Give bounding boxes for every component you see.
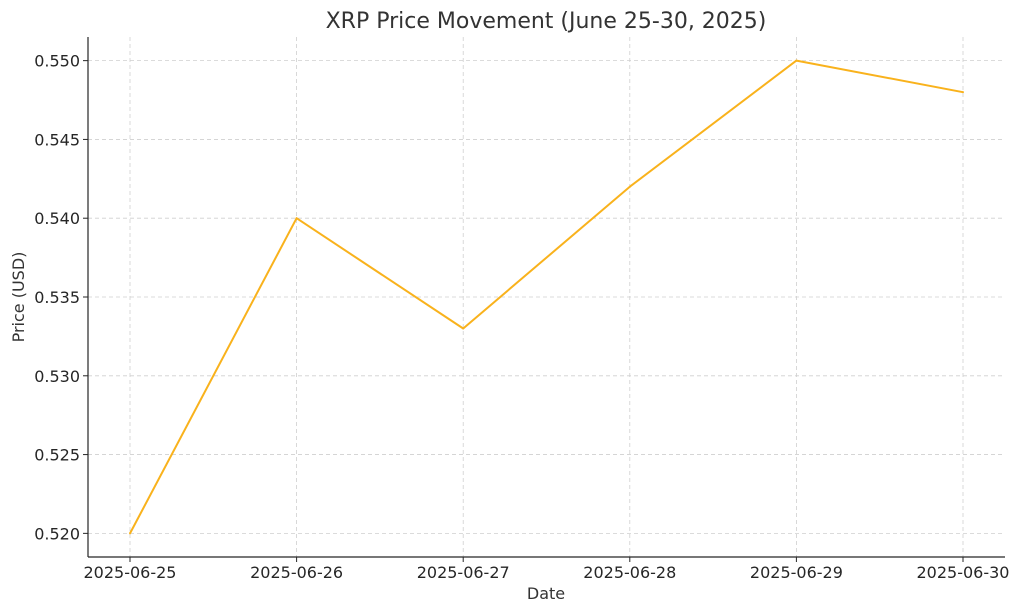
y-axis-label: Price (USD) bbox=[9, 252, 28, 343]
x-tick-label: 2025-06-26 bbox=[250, 563, 343, 582]
y-axis-ticks: 0.520 0.525 0.530 0.535 0.540 0.545 0.550 bbox=[34, 52, 88, 543]
series-layer bbox=[129, 59, 964, 535]
x-tick-label: 2025-06-29 bbox=[750, 563, 843, 582]
data-point bbox=[129, 532, 131, 535]
x-tick-label: 2025-06-25 bbox=[84, 563, 177, 582]
chart-title: XRP Price Movement (June 25-30, 2025) bbox=[326, 9, 767, 34]
y-tick-label: 0.535 bbox=[34, 288, 80, 307]
x-tick-label: 2025-06-30 bbox=[917, 563, 1010, 582]
y-tick-label: 0.525 bbox=[34, 446, 80, 465]
grid bbox=[88, 37, 1005, 557]
y-tick-label: 0.550 bbox=[34, 52, 80, 71]
data-point bbox=[795, 59, 798, 62]
data-point bbox=[462, 327, 465, 330]
data-point bbox=[962, 91, 964, 94]
y-tick-label: 0.530 bbox=[34, 367, 80, 386]
x-tick-label: 2025-06-28 bbox=[583, 563, 676, 582]
x-tick-label: 2025-06-27 bbox=[417, 563, 510, 582]
data-point bbox=[628, 185, 631, 188]
x-axis-ticks: 2025-06-25 2025-06-26 2025-06-27 2025-06-28… bbox=[84, 557, 1010, 582]
x-axis-label: Date bbox=[527, 584, 565, 603]
y-tick-label: 0.540 bbox=[34, 209, 80, 228]
y-tick-label: 0.520 bbox=[34, 524, 80, 543]
data-point bbox=[295, 217, 298, 220]
y-tick-label: 0.545 bbox=[34, 130, 80, 149]
price-series-line bbox=[129, 59, 964, 534]
